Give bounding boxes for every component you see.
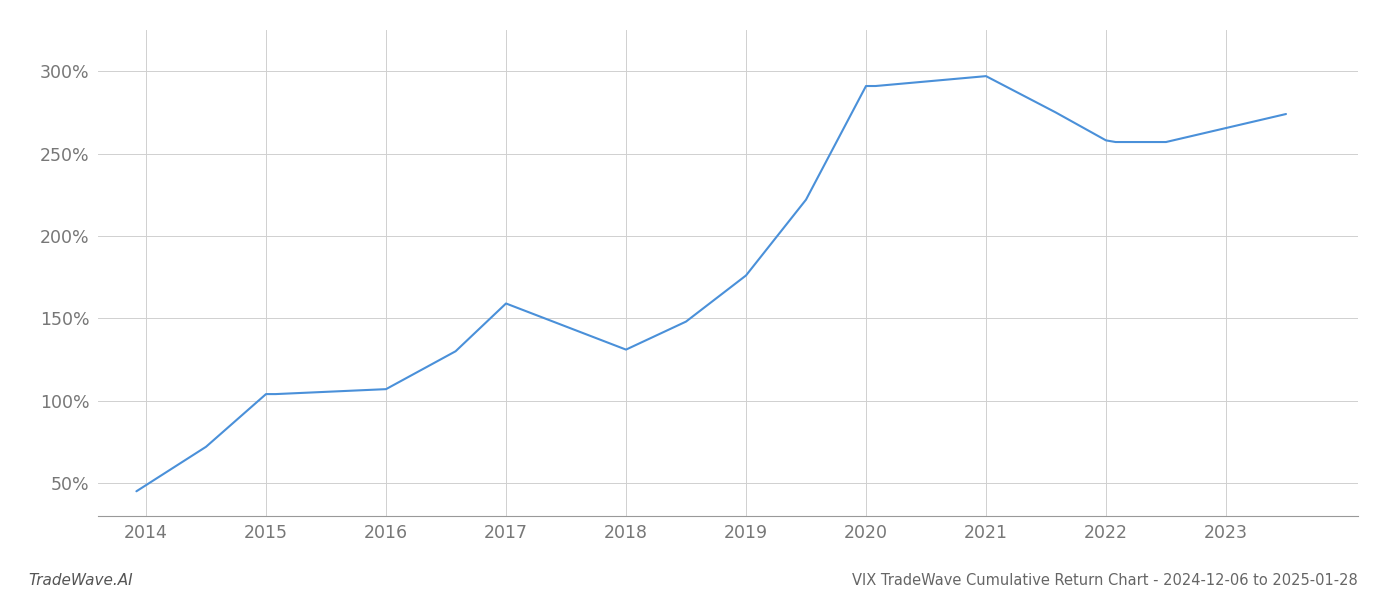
Text: TradeWave.AI: TradeWave.AI (28, 573, 133, 588)
Text: VIX TradeWave Cumulative Return Chart - 2024-12-06 to 2025-01-28: VIX TradeWave Cumulative Return Chart - … (853, 573, 1358, 588)
